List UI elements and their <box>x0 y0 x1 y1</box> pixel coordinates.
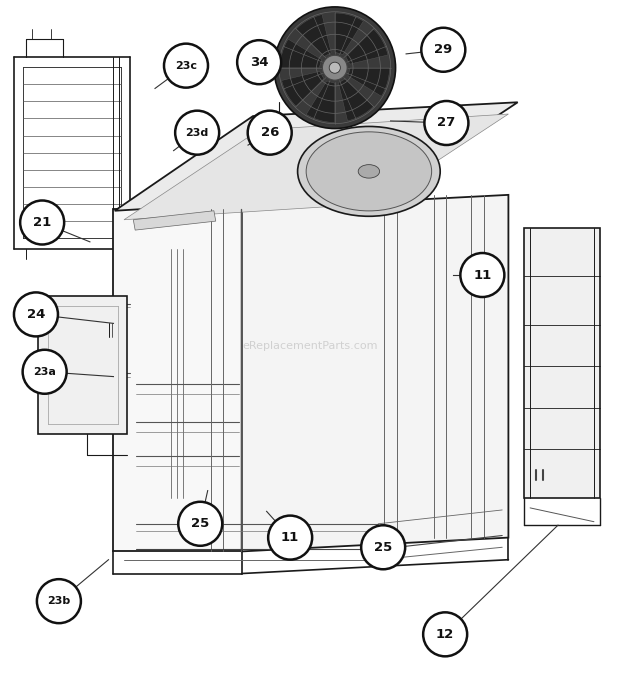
Text: 23c: 23c <box>175 61 197 70</box>
Polygon shape <box>113 209 242 551</box>
Circle shape <box>422 28 465 72</box>
Polygon shape <box>524 228 600 498</box>
Polygon shape <box>339 79 373 121</box>
Circle shape <box>23 350 66 394</box>
Ellipse shape <box>329 62 340 73</box>
Circle shape <box>248 111 291 155</box>
Polygon shape <box>348 68 389 96</box>
Text: 12: 12 <box>436 628 454 641</box>
Polygon shape <box>38 296 127 434</box>
Circle shape <box>20 200 64 245</box>
Text: 11: 11 <box>473 269 492 281</box>
Polygon shape <box>280 39 322 68</box>
Ellipse shape <box>322 55 347 80</box>
Circle shape <box>423 612 467 656</box>
Ellipse shape <box>358 164 379 178</box>
Polygon shape <box>124 114 508 220</box>
Text: 25: 25 <box>191 518 210 530</box>
Text: 24: 24 <box>27 308 45 321</box>
Circle shape <box>237 40 281 84</box>
Polygon shape <box>296 15 331 57</box>
Text: 27: 27 <box>437 117 456 129</box>
Circle shape <box>425 101 468 145</box>
Ellipse shape <box>306 132 432 211</box>
Circle shape <box>175 111 219 155</box>
Text: 23a: 23a <box>33 367 56 377</box>
Text: 34: 34 <box>250 56 268 68</box>
Polygon shape <box>115 102 518 211</box>
Text: 25: 25 <box>374 541 392 553</box>
Text: 11: 11 <box>281 531 299 544</box>
Text: 23d: 23d <box>185 128 209 138</box>
Ellipse shape <box>298 126 440 216</box>
Polygon shape <box>335 13 363 55</box>
Circle shape <box>164 44 208 88</box>
Text: 26: 26 <box>260 126 279 139</box>
Ellipse shape <box>274 7 396 129</box>
Circle shape <box>179 502 222 546</box>
Polygon shape <box>346 29 388 64</box>
Circle shape <box>14 292 58 337</box>
Text: 23b: 23b <box>47 596 71 606</box>
Circle shape <box>461 253 504 297</box>
Text: eReplacementParts.com: eReplacementParts.com <box>242 341 378 350</box>
Circle shape <box>268 515 312 560</box>
Text: 29: 29 <box>434 44 453 56</box>
Circle shape <box>37 579 81 623</box>
Polygon shape <box>306 81 335 122</box>
Polygon shape <box>242 195 508 551</box>
Polygon shape <box>133 211 216 230</box>
Polygon shape <box>281 71 324 106</box>
Circle shape <box>361 525 405 569</box>
Text: 21: 21 <box>33 216 51 229</box>
